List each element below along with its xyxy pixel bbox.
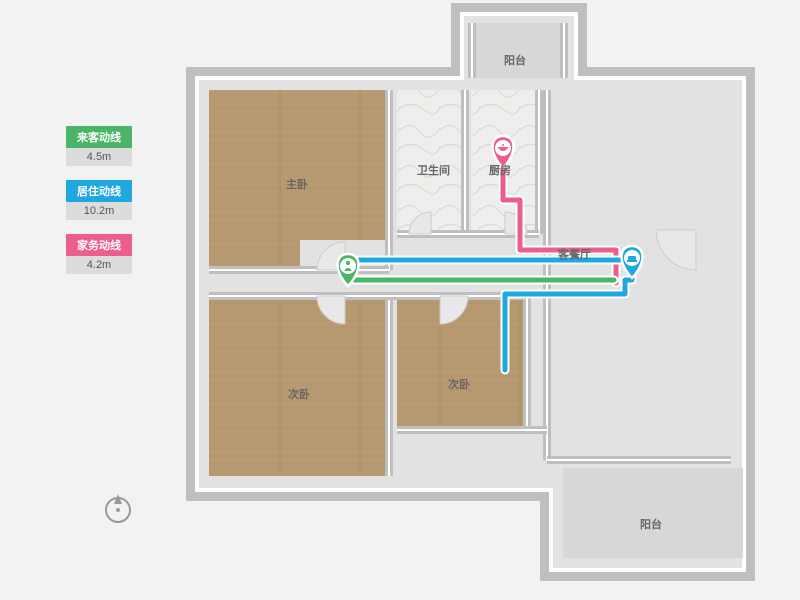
room-living — [547, 90, 731, 460]
room-label-kitchen: 厨房 — [489, 162, 511, 178]
legend-item-live: 居住动线 10.2m — [66, 180, 132, 220]
compass-icon — [100, 490, 136, 531]
room-label-balTop: 阳台 — [504, 52, 526, 68]
legend-item-guest: 来客动线 4.5m — [66, 126, 132, 166]
legend-value: 4.2m — [66, 256, 132, 274]
room-balTop — [472, 23, 564, 78]
floorplan-stage: 来客动线 4.5m 居住动线 10.2m 家务动线 4.2m 主卧次卧次卧卫生间… — [0, 0, 800, 600]
room-label-balBot: 阳台 — [640, 516, 662, 532]
legend-tag: 居住动线 — [66, 180, 132, 202]
legend-item-chore: 家务动线 4.2m — [66, 234, 132, 274]
legend-tag: 家务动线 — [66, 234, 132, 256]
room-label-master: 主卧 — [286, 176, 308, 192]
legend-value: 10.2m — [66, 202, 132, 220]
room-label-second2: 次卧 — [448, 376, 470, 392]
legend-value: 4.5m — [66, 148, 132, 166]
legend: 来客动线 4.5m 居住动线 10.2m 家务动线 4.2m — [66, 126, 132, 288]
room-balBot — [563, 468, 745, 558]
room-label-bath: 卫生间 — [417, 162, 450, 178]
room-label-living: 客餐厅 — [558, 246, 591, 262]
legend-tag: 来客动线 — [66, 126, 132, 148]
room-label-second1: 次卧 — [288, 386, 310, 402]
